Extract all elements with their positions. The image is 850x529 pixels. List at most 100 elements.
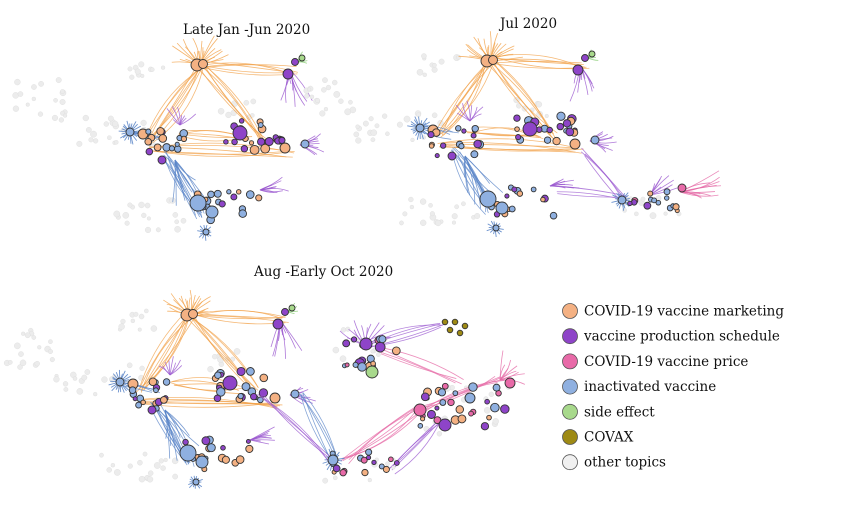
edge	[463, 155, 466, 178]
node-marketing	[672, 203, 680, 211]
node-inactivated	[378, 463, 385, 470]
legend-swatch-other	[562, 454, 578, 471]
edge	[492, 58, 552, 135]
node-other-topics	[149, 67, 155, 72]
node-production	[232, 125, 248, 141]
edge	[287, 311, 295, 314]
node-other-topics	[82, 114, 89, 122]
node-other-topics	[355, 124, 360, 129]
node-marketing	[552, 136, 561, 146]
node-other-topics	[114, 469, 121, 476]
node-other-topics	[171, 457, 179, 465]
node-inactivated	[417, 423, 424, 429]
node-covax	[446, 326, 454, 334]
edge	[139, 310, 188, 388]
node-other-topics	[127, 66, 133, 72]
node-other-topics	[110, 463, 116, 468]
node-other-topics	[114, 140, 119, 145]
node-inactivated	[192, 478, 200, 486]
node-other-topics	[14, 342, 21, 350]
node-production	[513, 114, 521, 122]
node-inactivated	[508, 205, 516, 213]
node-other-topics	[146, 476, 154, 483]
node-covax	[451, 318, 459, 326]
node-inactivated	[135, 401, 143, 409]
edge	[394, 419, 442, 475]
node-inactivated	[365, 448, 373, 456]
node-other-topics	[225, 111, 232, 119]
node-other-topics	[106, 467, 112, 473]
edge	[249, 437, 272, 441]
node-marketing	[428, 143, 435, 149]
node-other-topics	[84, 369, 91, 375]
node-inactivated	[549, 211, 558, 220]
node-marketing	[255, 194, 263, 202]
node-other-topics	[370, 349, 375, 354]
node-other-topics	[435, 219, 442, 227]
edge	[170, 382, 242, 391]
node-inactivated	[479, 190, 497, 208]
node-production	[393, 460, 400, 466]
edge	[380, 348, 462, 385]
node-other-topics	[492, 418, 499, 425]
edge	[438, 64, 494, 136]
node-marketing	[455, 405, 464, 414]
node-other-topics	[124, 220, 130, 226]
node-marketing	[486, 414, 492, 421]
node-other-topics	[353, 131, 360, 138]
node-covax	[461, 322, 469, 330]
node-other-topics	[172, 473, 178, 480]
node-other-topics	[160, 465, 166, 471]
node-other-topics	[141, 212, 147, 219]
node-other-topics	[338, 98, 344, 104]
node-other-topics	[25, 102, 30, 107]
node-inactivated	[655, 199, 662, 206]
node-other-topics	[47, 348, 53, 355]
legend: COVID-19 vaccine marketing vaccine produc…	[562, 303, 784, 471]
edge	[150, 66, 202, 143]
node-other-topics	[34, 360, 40, 367]
node-other-topics	[169, 197, 176, 204]
edge	[187, 318, 256, 389]
node-inactivated	[179, 444, 197, 462]
node-other-topics	[423, 425, 430, 432]
node-inactivated	[290, 389, 300, 399]
node-inactivated	[352, 361, 359, 368]
node-production	[511, 186, 518, 193]
node-inactivated	[437, 388, 447, 397]
edge	[342, 405, 419, 460]
node-inactivated	[495, 201, 509, 215]
edge	[346, 412, 421, 459]
node-inactivated	[617, 195, 627, 205]
node-marketing	[156, 127, 165, 136]
node-other-topics	[76, 140, 83, 147]
node-other-topics	[381, 113, 388, 119]
edge	[162, 365, 171, 376]
node-production	[342, 339, 351, 348]
node-marketing	[153, 143, 162, 152]
node-side	[588, 50, 596, 58]
edge	[469, 113, 482, 122]
edge	[297, 61, 308, 64]
node-other-topics	[339, 355, 347, 362]
node-other-topics	[385, 461, 390, 467]
node-other-topics	[133, 311, 139, 317]
node-inactivated	[226, 189, 232, 195]
node-marketing	[259, 373, 269, 383]
node-other-topics	[345, 326, 351, 332]
node-production	[238, 118, 245, 124]
node-other-topics	[155, 227, 161, 233]
node-inactivated	[471, 124, 479, 133]
node-inactivated	[206, 443, 216, 453]
edge	[437, 138, 577, 149]
node-other-topics	[76, 388, 84, 395]
edge	[342, 410, 422, 462]
node-production	[230, 193, 238, 201]
node-other-topics	[139, 365, 145, 371]
edge	[164, 409, 181, 438]
node-other-topics	[416, 112, 422, 118]
node-other-topics	[429, 211, 435, 217]
node-production	[278, 136, 286, 144]
node-production	[371, 459, 377, 466]
